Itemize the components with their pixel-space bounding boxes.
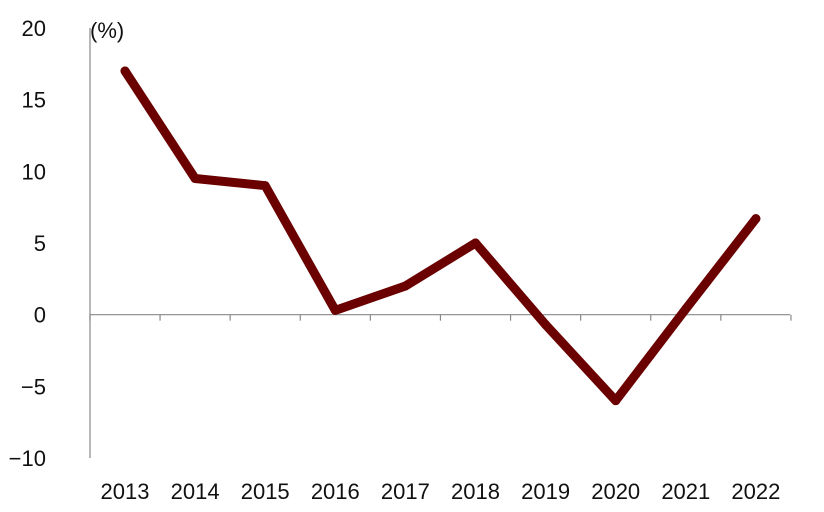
- data-point: [611, 396, 621, 406]
- y-tick-label: 20: [22, 16, 46, 41]
- x-axis: 2013 2014 2015 2016 2017 2018 2019 2020 2021 2022: [89, 314, 792, 504]
- data-point: [260, 181, 270, 191]
- x-tick-label: 2013: [101, 479, 150, 504]
- y-tick-label: −10: [9, 446, 46, 471]
- x-tick-label: 2015: [241, 479, 290, 504]
- x-tick-label: 2022: [731, 479, 780, 504]
- data-point: [400, 281, 410, 291]
- x-tick-label: 2021: [661, 479, 710, 504]
- y-tick-label: 10: [22, 159, 46, 184]
- x-tick-label: 2017: [381, 479, 430, 504]
- y-axis: 20 15 10 5 0 −5 −10: [9, 16, 91, 471]
- x-tick-label: 2018: [451, 479, 500, 504]
- data-point: [471, 238, 480, 248]
- series-line: [120, 66, 761, 406]
- x-tick-label: 2020: [591, 479, 640, 504]
- y-tick-label: −5: [21, 374, 46, 399]
- data-point: [751, 214, 761, 224]
- y-tick-label: 15: [22, 88, 46, 113]
- y-tick-label: 0: [34, 303, 46, 328]
- data-point: [541, 320, 551, 330]
- data-point: [190, 174, 200, 183]
- y-axis-unit-label: (%): [90, 18, 124, 43]
- x-tick-label: 2014: [171, 479, 220, 504]
- data-point: [330, 305, 340, 315]
- y-tick-label: 5: [34, 231, 46, 256]
- x-tick-label: 2016: [311, 479, 360, 504]
- series-layer: [120, 66, 761, 406]
- x-tick-label: 2019: [521, 479, 570, 504]
- data-point: [120, 66, 130, 76]
- data-point: [681, 304, 691, 314]
